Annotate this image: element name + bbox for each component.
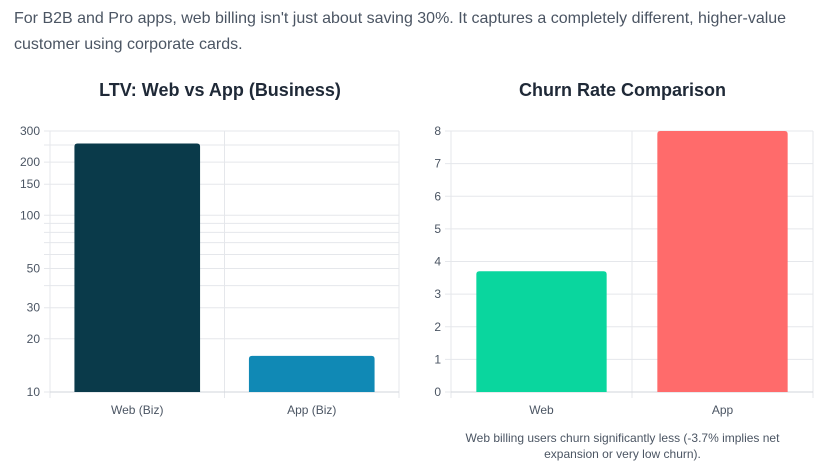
churn-y-tick-label: 2 bbox=[434, 320, 441, 334]
churn-chart-note: Web billing users churn significantly le… bbox=[465, 431, 780, 461]
churn-chart-title: Churn Rate Comparison bbox=[518, 80, 727, 100]
churn-y-tick-label: 5 bbox=[434, 222, 441, 236]
churn-y-tick-label: 3 bbox=[434, 287, 441, 301]
ltv-y-tick-label: 150 bbox=[20, 177, 40, 191]
churn-y-tick-label: 7 bbox=[434, 157, 441, 171]
churn-y-tick-label: 4 bbox=[434, 255, 441, 269]
ltv-x-tick-label: App (Biz) bbox=[287, 403, 336, 417]
churn-x-tick-label: Web bbox=[529, 403, 554, 417]
churn-x-tick-label: App bbox=[712, 403, 734, 417]
ltv-y-tick-label: 50 bbox=[27, 261, 41, 275]
ltv-bar-1 bbox=[74, 143, 201, 392]
churn-bar-2 bbox=[657, 131, 788, 392]
intro-text: For B2B and Pro apps, web billing isn't … bbox=[14, 10, 787, 53]
ltv-chart-title: LTV: Web vs App (Business) bbox=[99, 80, 341, 100]
churn-y-tick-label: 6 bbox=[434, 189, 441, 203]
churn-y-tick-label: 1 bbox=[434, 352, 441, 366]
ltv-x-tick-label: Web (Biz) bbox=[111, 403, 163, 417]
ltv-y-tick-label: 10 bbox=[27, 385, 41, 399]
churn-y-tick-label: 8 bbox=[434, 124, 441, 138]
ltv-y-tick-label: 30 bbox=[27, 301, 41, 315]
churn-y-tick-label: 0 bbox=[434, 385, 441, 399]
ltv-y-tick-label: 200 bbox=[20, 155, 40, 169]
ltv-y-tick-label: 300 bbox=[20, 124, 40, 138]
ltv-y-tick-label: 20 bbox=[27, 332, 41, 346]
ltv-y-tick-label: 100 bbox=[20, 208, 40, 222]
churn-bar-1 bbox=[476, 271, 607, 392]
ltv-bar-2 bbox=[248, 355, 375, 392]
